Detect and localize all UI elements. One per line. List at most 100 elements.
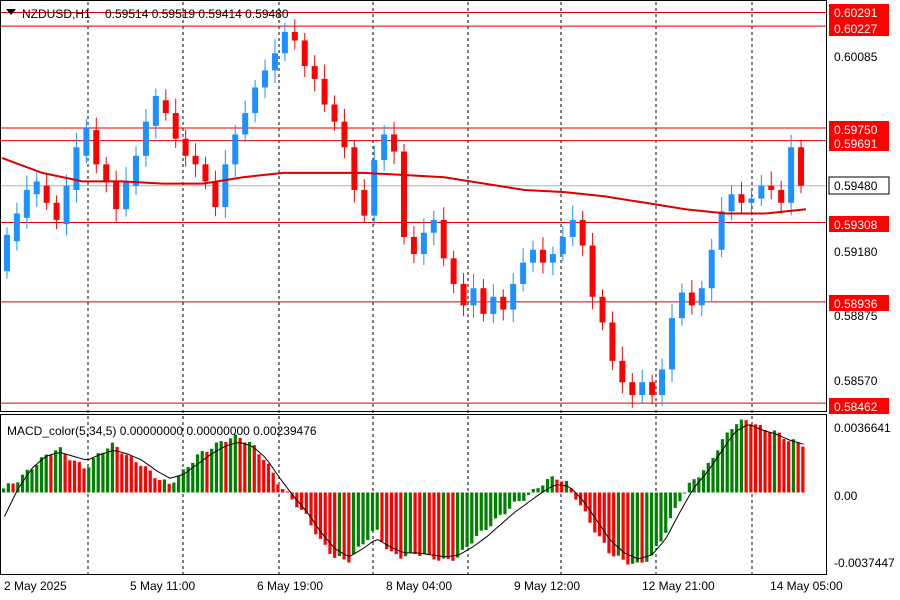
macd-bar [347,492,351,563]
macd-bar [413,492,417,555]
macd-bar [697,477,701,493]
macd-bar [484,492,488,531]
candle-body [430,219,437,233]
macd-bar [768,432,772,493]
candle-body [758,185,765,199]
macd-bar [290,492,294,500]
macd-bar [753,424,758,493]
candle-body [698,288,705,306]
macd-panel-frame [0,414,827,575]
macd-bar [782,439,786,493]
macd-bar [356,492,360,547]
level-tag: 0.59308 [834,218,878,232]
macd-bar [238,437,242,493]
macd-bar [720,439,725,493]
macd-bar [470,492,474,544]
candle-body [599,296,606,323]
candle-body [440,219,447,259]
macd-indicator-label: MACD_color(5,34,5) 0.00000000 0.00000000… [7,424,317,438]
macd-bar [460,492,464,550]
macd-bar [342,492,346,560]
candle-body [649,382,656,396]
macd-axis: 0.0036641 0.00 -0.0037447 [834,421,895,570]
macd-bar [432,492,436,560]
candle-body [579,219,586,246]
macd-bar [351,492,356,555]
macd-bar [422,492,427,554]
macd-bar [687,482,691,493]
candle-body [549,254,556,263]
macd-bar [493,492,498,519]
candle-body [222,164,229,208]
macd-bar [361,492,365,545]
macd-bar [725,432,729,493]
macd-bar [706,462,710,493]
macd-bar [408,492,412,553]
time-label: 8 May 04:00 [386,579,452,593]
macd-bar [645,492,649,562]
macd-bar [498,492,502,515]
macd-bar [129,456,133,493]
candle-body [728,194,735,212]
candle-body [688,292,695,306]
macd-bar [578,492,583,506]
macd-bar [541,485,545,493]
candle-body [341,121,348,148]
candle-body [589,245,596,297]
macd-bar [276,484,280,493]
current-price-tag: 0.59480 [834,179,878,193]
candle-body [172,113,179,139]
macd-bar [716,450,720,493]
candle-body [232,134,239,165]
candle-body [539,249,546,263]
macd-bar [262,459,266,493]
candle-body [401,151,407,237]
macd-bar [787,441,791,493]
macd-bar [640,492,644,563]
level-tag: 0.58936 [834,297,878,311]
macd-bar [711,457,715,493]
candle-body [569,219,576,237]
macd-bar [176,475,181,493]
candle-body [718,211,725,250]
macd-bar [555,479,559,493]
candle-body [351,147,358,190]
candle-body [301,40,308,67]
candle-body [33,181,40,195]
macd-bar [186,466,190,493]
macd-bar [91,458,96,493]
macd-bar [526,492,531,495]
macd-tick: -0.0037447 [834,556,895,570]
macd-bar [692,479,696,493]
macd-bar [701,470,706,493]
macd-bar [323,492,327,545]
candle-body [629,382,636,396]
macd-bar [739,419,744,493]
macd-bar [612,492,616,557]
price-tick: 0.58875 [834,309,878,323]
macd-bar [299,492,304,510]
candle-body [73,147,80,190]
candle-body [559,236,566,255]
macd-bar [385,492,389,550]
macd-bar [602,492,606,543]
macd-bar [479,492,483,531]
macd-bar [503,492,507,515]
candle-body [391,134,398,152]
macd-histogram [2,419,805,565]
macd-bar [801,446,805,493]
candle-body [252,87,259,114]
level-tag: 0.59691 [834,137,878,151]
macd-bar [446,492,450,559]
macd-bar [569,488,573,493]
dropdown-triangle-icon[interactable] [6,9,16,15]
candle-body [410,236,417,255]
macd-bar [16,482,20,493]
macd-bar [593,492,597,533]
level-tag-bg [829,216,889,232]
candle-body [262,70,269,88]
macd-bar [678,492,682,502]
candle-body [23,189,30,218]
macd-bar [309,492,313,526]
